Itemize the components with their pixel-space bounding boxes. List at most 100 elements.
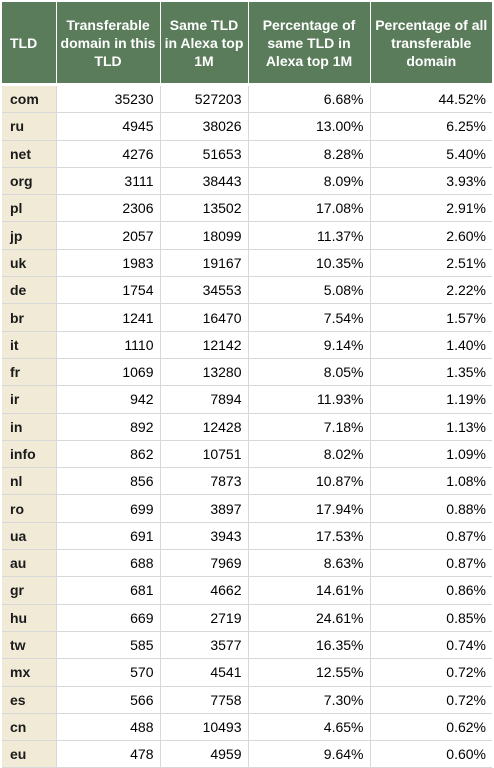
cell-tld: ua [2,522,57,551]
table-row: br 1241 16470 7.54% 1.57% [2,303,492,332]
cell-same-tld: 16470 [160,303,249,332]
table-row: net 4276 51653 8.28% 5.40% [2,140,492,168]
cell-tld: gr [2,576,57,605]
cell-transferable: 691 [56,522,161,551]
cell-tld: jp [2,221,57,250]
header-transferable: Transferable domain in this TLD [56,2,161,85]
table-row: tw 585 3577 16.35% 0.74% [2,631,492,660]
cell-transferable: 2057 [56,221,161,250]
cell-pct-all: 5.40% [370,140,492,168]
cell-transferable: 488 [56,713,161,742]
cell-tld: nl [2,467,57,496]
table-row: de 1754 34553 5.08% 2.22% [2,276,492,305]
cell-pct-all: 0.72% [370,658,492,687]
cell-same-tld: 7758 [160,686,249,714]
cell-pct-same: 6.68% [248,82,371,114]
table-row: com 35230 527203 6.68% 44.52% [2,82,492,114]
cell-transferable: 3111 [56,167,161,196]
cell-pct-all: 1.08% [370,467,492,496]
cell-transferable: 862 [56,440,161,469]
table-row: hu 669 2719 24.61% 0.85% [2,604,492,632]
table-row: au 688 7969 8.63% 0.87% [2,549,492,578]
cell-transferable: 1110 [56,331,161,359]
cell-pct-all: 6.25% [370,112,492,141]
cell-same-tld: 2719 [160,604,249,632]
cell-tld: fr [2,358,57,387]
table-body: com 35230 527203 6.68% 44.52% ru 4945 38026 13.0… [2,82,492,768]
cell-pct-same: 4.65% [248,713,371,742]
header-tld: TLD [2,2,57,85]
cell-transferable: 570 [56,658,161,687]
table-row: ro 699 3897 17.94% 0.88% [2,494,492,523]
cell-same-tld: 3943 [160,522,249,551]
cell-tld: pl [2,194,57,223]
cell-pct-all: 1.57% [370,303,492,332]
cell-transferable: 585 [56,631,161,660]
cell-tld: au [2,549,57,578]
cell-transferable: 688 [56,549,161,578]
cell-pct-same: 17.53% [248,522,371,551]
table-row: org 3111 38443 8.09% 3.93% [2,167,492,196]
cell-transferable: 1983 [56,249,161,278]
table-row: in 892 12428 7.18% 1.13% [2,413,492,441]
table-row: it 1110 12142 9.14% 1.40% [2,331,492,359]
table-row: pl 2306 13502 17.08% 2.91% [2,194,492,223]
cell-pct-same: 11.93% [248,385,371,414]
cell-pct-same: 5.08% [248,276,371,305]
table-row: jp 2057 18099 11.37% 2.60% [2,221,492,250]
cell-pct-same: 7.18% [248,413,371,441]
table-row: ua 691 3943 17.53% 0.87% [2,522,492,551]
table-row: fr 1069 13280 8.05% 1.35% [2,358,492,387]
table-row: mx 570 4541 12.55% 0.72% [2,658,492,687]
cell-pct-same: 8.05% [248,358,371,387]
cell-transferable: 1754 [56,276,161,305]
cell-pct-all: 1.40% [370,331,492,359]
cell-transferable: 35230 [56,82,161,114]
cell-tld: net [2,140,57,168]
cell-pct-all: 0.60% [370,740,492,768]
cell-pct-all: 0.87% [370,549,492,578]
cell-pct-same: 7.30% [248,686,371,714]
cell-same-tld: 13280 [160,358,249,387]
cell-same-tld: 10751 [160,440,249,469]
table-row: ru 4945 38026 13.00% 6.25% [2,112,492,141]
cell-same-tld: 7894 [160,385,249,414]
table-row: nl 856 7873 10.87% 1.08% [2,467,492,496]
cell-transferable: 699 [56,494,161,523]
cell-tld: ru [2,112,57,141]
cell-pct-same: 8.09% [248,167,371,196]
cell-pct-all: 2.22% [370,276,492,305]
table-row: uk 1983 19167 10.35% 2.51% [2,249,492,278]
cell-tld: com [2,82,57,114]
cell-pct-all: 0.72% [370,686,492,714]
cell-pct-all: 1.19% [370,385,492,414]
cell-pct-same: 10.87% [248,467,371,496]
cell-same-tld: 7873 [160,467,249,496]
table-row: cn 488 10493 4.65% 0.62% [2,713,492,742]
cell-tld: hu [2,604,57,632]
cell-pct-all: 0.62% [370,713,492,742]
cell-transferable: 4945 [56,112,161,141]
cell-pct-same: 14.61% [248,576,371,605]
cell-same-tld: 38443 [160,167,249,196]
cell-transferable: 681 [56,576,161,605]
cell-pct-all: 0.85% [370,604,492,632]
cell-same-tld: 3897 [160,494,249,523]
cell-pct-same: 16.35% [248,631,371,660]
cell-pct-same: 10.35% [248,249,371,278]
cell-transferable: 478 [56,740,161,768]
cell-tld: de [2,276,57,305]
cell-transferable: 4276 [56,140,161,168]
cell-same-tld: 10493 [160,713,249,742]
cell-pct-same: 8.28% [248,140,371,168]
cell-pct-all: 44.52% [370,82,492,114]
cell-same-tld: 38026 [160,112,249,141]
cell-pct-same: 24.61% [248,604,371,632]
cell-same-tld: 4541 [160,658,249,687]
cell-pct-same: 8.02% [248,440,371,469]
table-row: info 862 10751 8.02% 1.09% [2,440,492,469]
cell-same-tld: 51653 [160,140,249,168]
cell-pct-same: 8.63% [248,549,371,578]
cell-same-tld: 7969 [160,549,249,578]
